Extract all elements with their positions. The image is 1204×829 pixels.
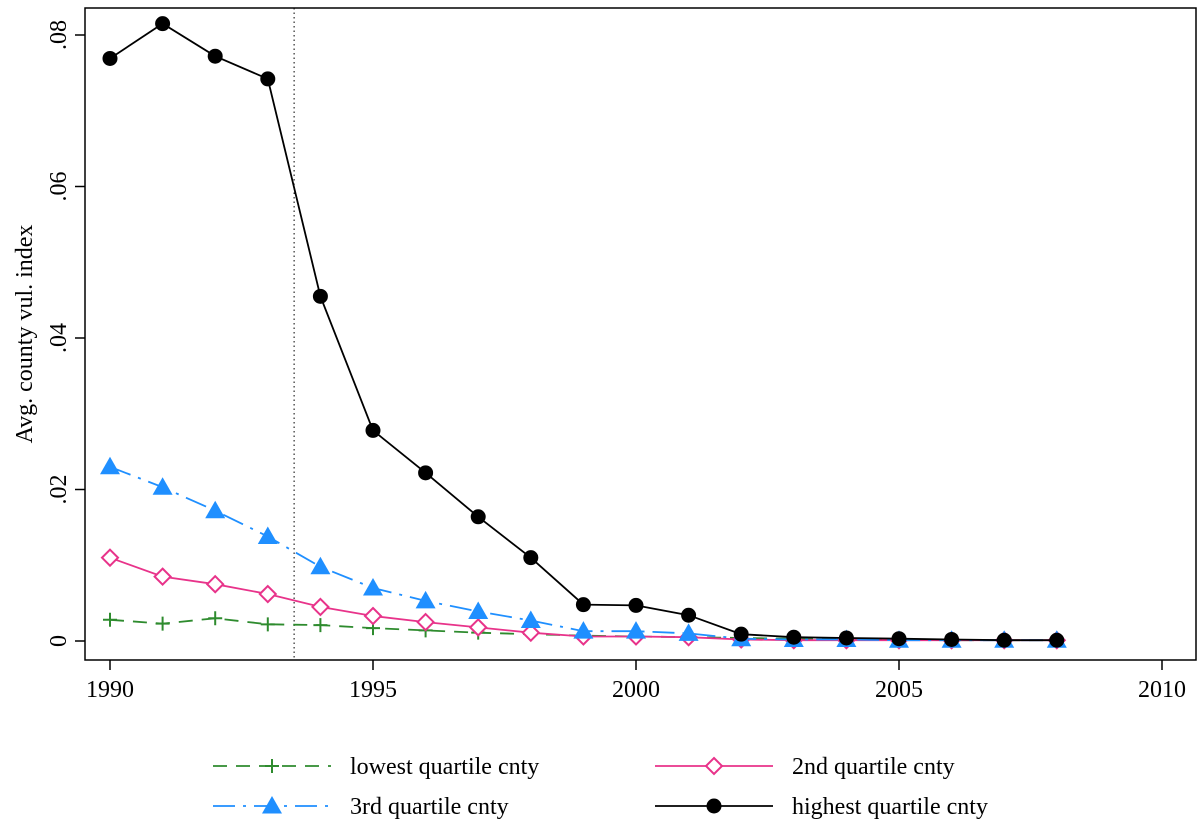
data-point: [575, 597, 591, 613]
series-4: [102, 16, 1065, 648]
legend-entry: highest quartile cnty: [655, 794, 988, 820]
legend-entry: lowest quartile cnty: [213, 754, 539, 780]
data-point: [100, 548, 120, 568]
legend-label: highest quartile cnty: [792, 794, 988, 820]
data-point: [416, 612, 436, 632]
axes: 1990 1995 2000 2005 2010 0 .02 .04 .06 .08: [46, 20, 1186, 703]
x-tick-label: 1990: [86, 677, 134, 703]
series-line: [109, 465, 1057, 642]
legend-label: lowest quartile cnty: [350, 754, 539, 780]
data-point: [520, 610, 541, 629]
data-point: [153, 567, 173, 587]
data-point: [310, 597, 330, 617]
legend-entry: 2nd quartile cnty: [655, 754, 955, 780]
data-point: [521, 623, 541, 643]
legend: lowest quartile cnty 2nd quartile cnty 3rd…: [213, 754, 988, 820]
data-point: [257, 526, 278, 544]
x-tick-label: 2000: [612, 677, 660, 703]
data-point: [468, 601, 489, 619]
data-point: [573, 621, 594, 639]
legend-entry: 3rd quartile cnty: [213, 794, 509, 820]
plot-area: [100, 8, 1067, 660]
data-point: [100, 456, 120, 475]
data-point: [470, 509, 486, 525]
data-point: [891, 631, 907, 647]
data-point: [996, 632, 1012, 648]
series-3: [100, 456, 1067, 648]
data-point: [155, 16, 171, 32]
data-point: [363, 606, 383, 626]
data-point: [365, 422, 381, 438]
legend-marker: [704, 756, 724, 776]
y-tick-label: 0: [46, 635, 72, 647]
legend-label: 2nd quartile cnty: [792, 754, 955, 780]
data-point: [310, 556, 331, 575]
data-point: [418, 465, 434, 481]
data-point: [207, 48, 223, 64]
data-point: [523, 550, 539, 566]
legend-marker: [706, 798, 722, 814]
data-point: [313, 618, 328, 633]
data-point: [258, 584, 278, 604]
data-point: [205, 574, 225, 594]
data-point: [944, 631, 960, 647]
data-point: [628, 597, 644, 613]
data-point: [626, 621, 646, 639]
x-tick-label: 2010: [1138, 677, 1186, 703]
y-axis-title: Avg. county vul. index: [12, 225, 38, 444]
y-tick-label: .06: [46, 172, 72, 202]
data-point: [733, 626, 749, 642]
data-point: [208, 611, 223, 626]
data-point: [260, 617, 275, 632]
legend-label: 3rd quartile cnty: [350, 794, 509, 820]
x-tick-label: 1995: [349, 677, 397, 703]
data-point: [312, 288, 328, 304]
data-point: [205, 500, 226, 519]
y-tick-label: .04: [46, 323, 72, 353]
data-point: [838, 630, 854, 646]
data-point: [415, 590, 436, 609]
plot-frame: [84, 7, 1197, 661]
legend-marker: [262, 796, 282, 814]
data-point: [260, 71, 276, 87]
data-point: [681, 607, 697, 623]
data-point: [1049, 632, 1065, 648]
data-point: [102, 50, 118, 66]
legend-marker: [265, 759, 279, 773]
y-tick-label: .08: [46, 20, 72, 50]
series-line: [109, 22, 1057, 642]
x-tick-label: 2005: [875, 677, 923, 703]
data-point: [678, 623, 699, 641]
data-point: [363, 577, 383, 596]
data-point: [786, 629, 802, 645]
y-tick-label: .02: [46, 475, 72, 505]
data-point: [155, 616, 170, 631]
data-point: [468, 617, 488, 637]
data-point: [103, 612, 117, 627]
data-point: [152, 477, 173, 495]
